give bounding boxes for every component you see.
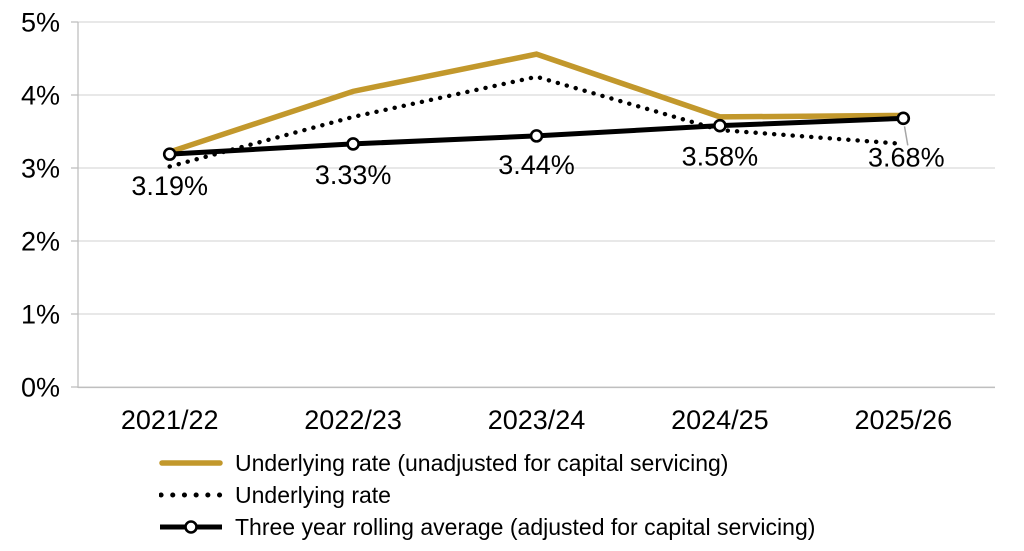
- legend-item-underlying: Underlying rate: [159, 479, 815, 511]
- data-point-marker: [346, 137, 360, 151]
- legend-label: Three year rolling average (adjusted for…: [235, 513, 816, 540]
- data-point-marker: [713, 118, 727, 133]
- x-axis-label: 2022/23: [304, 405, 402, 435]
- data-label: 3.58%: [682, 142, 759, 172]
- data-point-marker: [529, 129, 544, 143]
- data-label: 3.33%: [315, 160, 392, 190]
- x-axis-label: 2023/24: [488, 405, 586, 435]
- y-axis-label: 3%: [21, 154, 60, 184]
- data-label: 3.44%: [498, 150, 575, 180]
- marker-line-swatch-icon: [160, 520, 222, 534]
- x-axis-label: 2025/26: [854, 405, 952, 435]
- data-point-marker: [896, 111, 911, 126]
- dotted-line-swatch-icon: [159, 492, 223, 498]
- y-axis-label: 1%: [21, 300, 60, 330]
- series-line-0: [168, 51, 904, 155]
- data-label: 3.19%: [131, 171, 208, 201]
- y-axis-label: 2%: [21, 227, 60, 257]
- label-leader-line: [903, 126, 909, 146]
- y-axis-label: 4%: [21, 81, 60, 111]
- y-axis-label: 0%: [21, 373, 60, 403]
- legend: Underlying rate (unadjusted for capital …: [159, 447, 815, 543]
- legend-item-rolling-average: Three year rolling average (adjusted for…: [159, 511, 815, 543]
- y-axis-label: 5%: [21, 8, 60, 38]
- gold-line-swatch-icon: [159, 460, 223, 466]
- x-axis-label: 2024/25: [671, 405, 769, 435]
- legend-label: Underlying rate: [235, 481, 391, 508]
- data-point-marker: [162, 147, 177, 161]
- legend-item-underlying-unadjusted: Underlying rate (unadjusted for capital …: [159, 447, 815, 479]
- legend-label: Underlying rate (unadjusted for capital …: [235, 449, 729, 476]
- x-axis-label: 2021/22: [121, 405, 219, 435]
- data-label: 3.68%: [868, 142, 945, 172]
